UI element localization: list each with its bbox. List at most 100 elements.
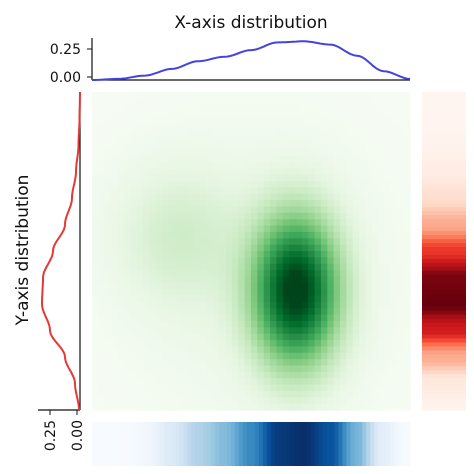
heatmap-cell bbox=[371, 219, 379, 227]
heatmap-cell bbox=[187, 212, 195, 220]
heatmap-cell bbox=[111, 314, 119, 322]
heatmap-cell bbox=[174, 251, 182, 258]
heatmap-cell bbox=[174, 212, 182, 220]
heatmap-cell bbox=[327, 98, 335, 106]
heatmap-cell bbox=[142, 111, 150, 119]
y-strip-cell bbox=[422, 338, 466, 344]
heatmap-cell bbox=[384, 174, 392, 182]
heatmap-cell bbox=[308, 340, 316, 347]
heatmap-cell bbox=[200, 320, 208, 328]
heatmap-cell bbox=[346, 327, 354, 335]
heatmap-cell bbox=[123, 187, 131, 195]
heatmap-cell bbox=[270, 98, 278, 106]
heatmap-cell bbox=[403, 327, 411, 335]
heatmap-cell bbox=[238, 136, 246, 144]
heatmap-cell bbox=[270, 142, 278, 150]
heatmap-cell bbox=[123, 238, 131, 246]
heatmap-cell bbox=[92, 295, 99, 303]
heatmap-cell bbox=[301, 289, 309, 297]
x-strip-cell bbox=[386, 422, 391, 466]
heatmap-cell bbox=[359, 251, 367, 258]
x-strip-cell bbox=[187, 422, 192, 466]
heatmap-cell bbox=[340, 352, 347, 360]
heatmap-cell bbox=[257, 390, 265, 398]
y-strip-cell bbox=[422, 171, 466, 177]
heatmap-cell bbox=[276, 187, 284, 195]
heatmap-cell bbox=[276, 397, 284, 405]
heatmap-cell bbox=[327, 359, 335, 367]
y-strip-cell bbox=[422, 330, 466, 336]
heatmap-cell bbox=[104, 359, 112, 367]
heatmap-cell bbox=[333, 219, 341, 227]
heatmap-cell bbox=[111, 282, 119, 290]
heatmap-cell bbox=[327, 92, 335, 99]
heatmap-cell bbox=[276, 308, 284, 316]
heatmap-cell bbox=[206, 282, 214, 290]
heatmap-cell bbox=[238, 327, 246, 335]
x-strip-cell bbox=[163, 422, 169, 466]
heatmap-cell bbox=[314, 238, 322, 246]
heatmap-cell bbox=[340, 98, 347, 106]
heatmap-cell bbox=[181, 238, 188, 246]
heatmap-cell bbox=[98, 123, 106, 131]
heatmap-cell bbox=[320, 365, 328, 373]
heatmap-cell bbox=[155, 231, 163, 239]
heatmap-cell bbox=[384, 212, 392, 220]
x-strip-cell bbox=[326, 422, 332, 466]
heatmap-cell bbox=[403, 181, 411, 188]
heatmap-cell bbox=[270, 238, 278, 246]
heatmap-cell bbox=[289, 200, 297, 208]
heatmap-cell bbox=[149, 270, 157, 278]
heatmap-cell bbox=[130, 168, 138, 176]
heatmap-cell bbox=[251, 320, 258, 328]
heatmap-cell bbox=[333, 257, 341, 265]
heatmap-cell bbox=[327, 244, 335, 252]
heatmap-cell bbox=[104, 231, 112, 239]
y-strip-cell bbox=[422, 390, 466, 395]
heatmap-cell bbox=[187, 365, 195, 373]
heatmap-cell bbox=[130, 390, 138, 398]
heatmap-cell bbox=[225, 92, 233, 99]
heatmap-cell bbox=[308, 136, 316, 144]
heatmap-cell bbox=[327, 270, 335, 278]
heatmap-cell bbox=[263, 200, 271, 208]
heatmap-cell bbox=[181, 270, 188, 278]
heatmap-cell bbox=[257, 308, 265, 316]
heatmap-cell bbox=[276, 340, 284, 347]
heatmap-cell bbox=[384, 98, 392, 106]
heatmap-cell bbox=[295, 365, 303, 373]
heatmap-cell bbox=[130, 123, 138, 131]
heatmap-cell bbox=[155, 403, 163, 411]
heatmap-cell bbox=[231, 390, 239, 398]
heatmap-cell bbox=[270, 181, 278, 188]
heatmap-cell bbox=[346, 340, 354, 347]
heatmap-cell bbox=[340, 346, 347, 354]
heatmap-cell bbox=[397, 174, 405, 182]
heatmap-cell bbox=[282, 270, 290, 278]
heatmap-cell bbox=[359, 270, 367, 278]
heatmap-cell bbox=[111, 142, 119, 150]
heatmap-cell bbox=[149, 155, 157, 163]
heatmap-cell bbox=[92, 92, 99, 99]
heatmap-cell bbox=[219, 390, 227, 398]
x-strip-cell bbox=[203, 422, 208, 466]
heatmap-cell bbox=[161, 136, 169, 144]
heatmap-cell bbox=[225, 251, 233, 258]
heatmap-cell bbox=[378, 257, 386, 265]
heatmap-cell bbox=[333, 352, 341, 360]
heatmap-cell bbox=[289, 136, 297, 144]
heatmap-cell bbox=[187, 117, 195, 125]
heatmap-cell bbox=[136, 365, 144, 373]
heatmap-cell bbox=[193, 212, 201, 220]
heatmap-cell bbox=[371, 111, 379, 119]
heatmap-cell bbox=[359, 314, 367, 322]
heatmap-cell bbox=[111, 320, 119, 328]
heatmap-cell bbox=[365, 117, 373, 125]
y-strip-cell bbox=[422, 115, 466, 121]
heatmap-cell bbox=[365, 244, 373, 252]
heatmap-cell bbox=[136, 149, 144, 157]
heatmap-cell bbox=[136, 104, 144, 112]
heatmap-cell bbox=[289, 219, 297, 227]
heatmap-cell bbox=[117, 308, 125, 316]
heatmap-cell bbox=[231, 340, 239, 347]
